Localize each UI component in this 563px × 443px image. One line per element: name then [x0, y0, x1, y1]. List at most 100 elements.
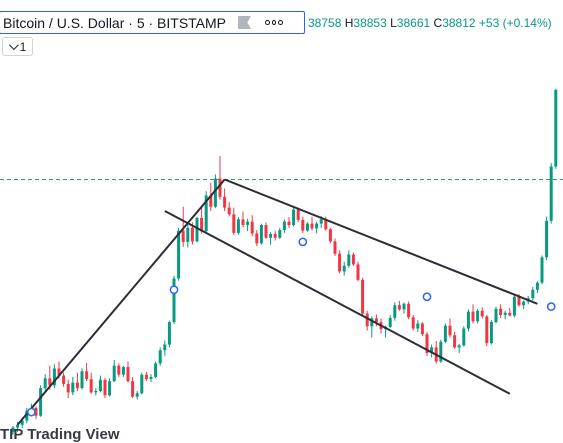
candle-body	[177, 230, 181, 279]
candle-body	[140, 374, 144, 394]
candle-body	[52, 368, 56, 386]
signal-marker	[546, 302, 556, 311]
candle-body	[227, 207, 231, 215]
candle-body	[420, 323, 424, 335]
candle-body	[85, 371, 89, 380]
candle-body	[443, 325, 447, 342]
change-value: +53 (+0.14%)	[478, 16, 552, 30]
candle-body	[305, 223, 309, 231]
candle-body	[365, 313, 369, 327]
candle-body	[144, 374, 148, 379]
candle-body	[89, 379, 93, 393]
candle-body	[34, 407, 38, 416]
candle-body	[39, 388, 43, 416]
candle-body	[112, 365, 116, 382]
candle-body	[259, 225, 263, 244]
candle-body	[356, 264, 360, 280]
candle-body	[319, 219, 323, 224]
candle-body	[411, 317, 415, 329]
candle-body	[158, 350, 162, 364]
candle-body	[80, 371, 84, 389]
candle-body	[154, 363, 158, 377]
candle-body	[448, 325, 452, 336]
candle-body	[370, 318, 374, 327]
candle-body	[476, 310, 480, 322]
candle-body	[126, 367, 130, 382]
candle-body	[236, 219, 240, 233]
candle-body	[195, 218, 199, 242]
candle-body	[347, 254, 351, 266]
candle-body	[246, 221, 250, 226]
candle-body	[98, 379, 102, 391]
symbol-title[interactable]: Bitcoin / U.S. Dollar · 5 · BITSTAMP	[3, 14, 227, 31]
candle-body	[457, 345, 461, 348]
candle-body	[232, 214, 236, 233]
candle-body	[278, 230, 282, 238]
flag-icon[interactable]	[238, 16, 252, 29]
candle-body	[545, 220, 549, 258]
candle-body	[388, 317, 392, 327]
candle-body	[241, 219, 245, 226]
candle-body	[324, 219, 328, 230]
candle-body	[342, 265, 346, 272]
candle-body	[522, 301, 526, 306]
candle-body	[328, 229, 332, 242]
close-label: C	[433, 16, 443, 30]
more-options-icon[interactable]	[265, 16, 284, 30]
candle-body	[200, 218, 204, 232]
indicators-collapse-button[interactable]: 1	[2, 37, 33, 56]
low-value: 38661	[396, 16, 431, 30]
candle-body	[430, 347, 434, 354]
signal-marker	[298, 237, 308, 247]
candle-body	[218, 178, 222, 197]
signal-marker	[169, 285, 179, 295]
candle-body	[393, 305, 397, 318]
candle-body	[71, 382, 75, 393]
candle-body	[338, 253, 342, 272]
candle-body	[287, 221, 291, 226]
candle-body	[416, 323, 420, 329]
trendline	[224, 178, 538, 305]
candle-body	[374, 318, 378, 323]
candle-body	[75, 382, 79, 389]
candle-body	[186, 227, 190, 242]
candle-body	[94, 390, 98, 393]
candle-body	[163, 344, 167, 351]
candle-body	[554, 90, 558, 167]
candle-body	[282, 221, 286, 231]
indicator-count: 1	[19, 39, 27, 54]
high-value: 38853	[353, 16, 387, 30]
candle-body	[508, 312, 512, 316]
candle-body	[181, 230, 185, 242]
candle-body	[25, 410, 29, 421]
candle-body	[315, 223, 319, 229]
candle-body	[57, 368, 61, 376]
candle-body	[20, 420, 24, 425]
candle-body	[66, 383, 70, 393]
candle-body	[149, 376, 153, 379]
candle-body	[466, 311, 470, 329]
candle-body	[503, 312, 507, 316]
open-value: 38758	[308, 16, 342, 30]
candle-body	[531, 289, 535, 299]
candle-body	[439, 341, 443, 362]
candle-body	[494, 308, 498, 323]
high-label: H	[344, 16, 354, 30]
candle-body	[103, 379, 107, 396]
ohlc-values: 38758 H38853 L38661 C38812 +53 (+0.14%)	[308, 16, 552, 30]
watermark: TIP Trading View	[0, 426, 120, 443]
candle-body	[425, 334, 429, 354]
candle-body	[407, 303, 411, 318]
candle-body	[296, 209, 300, 220]
candle-body	[209, 195, 213, 207]
candle-body	[255, 233, 259, 244]
candle-body	[535, 282, 539, 290]
candle-body	[250, 221, 254, 234]
candle-body	[48, 378, 52, 386]
candle-body	[43, 378, 47, 389]
candle-body	[269, 234, 273, 238]
candle-body	[333, 241, 337, 254]
symbol-legend[interactable]: Bitcoin / U.S. Dollar · 5 · BITSTAMP	[0, 11, 305, 34]
